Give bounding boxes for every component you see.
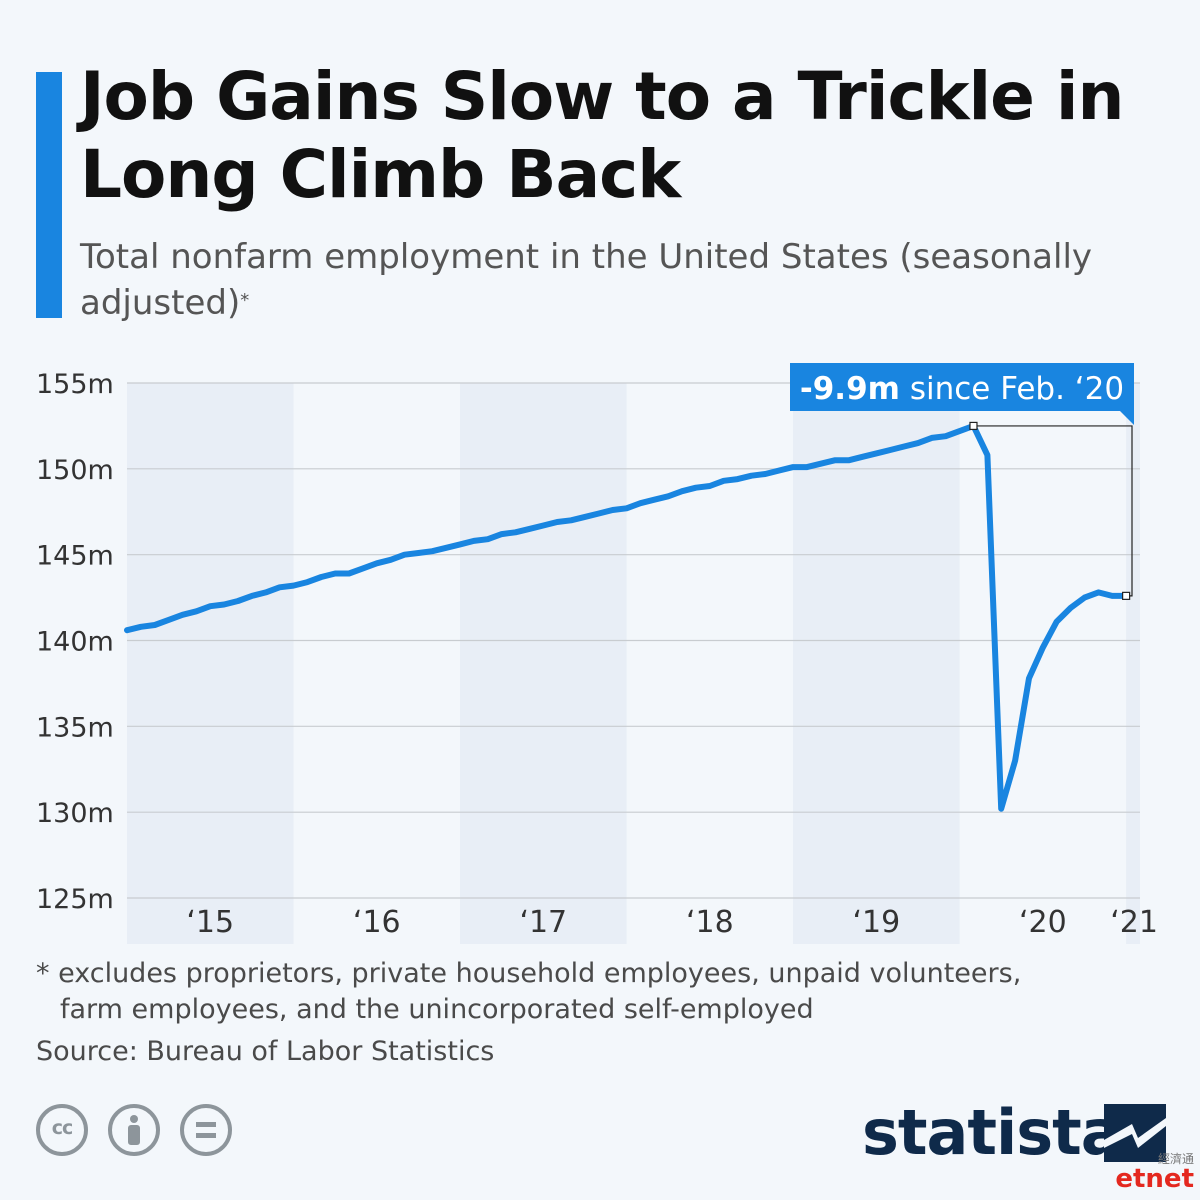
chart-subtitle: Total nonfarm employment in the United S…: [80, 234, 1140, 326]
equals-bar-bottom: [196, 1133, 217, 1138]
annotation-marker-start: [969, 421, 978, 431]
license-icons: cc: [36, 1104, 247, 1156]
brand-name: statista: [862, 1096, 1123, 1169]
x-axis-tick-labels: ‘15 ‘16 ‘17 ‘18 ‘19 ‘20 ‘21: [186, 905, 1158, 940]
x-tick-label: ‘15: [186, 905, 234, 940]
year-bands: [127, 383, 1140, 944]
y-tick-label: 140m: [36, 627, 114, 658]
no-derivatives-icon[interactable]: [180, 1104, 233, 1156]
y-tick-label: 150m: [36, 455, 114, 486]
equals-bar-top: [196, 1122, 217, 1127]
statista-logo[interactable]: statista: [862, 1090, 1182, 1180]
annotation-label-rest: since Feb. ‘20: [900, 371, 1124, 407]
etnet-watermark: 經濟通 etnet: [1110, 1150, 1200, 1200]
subtitle-footnote-mark: *: [240, 290, 250, 311]
accent-bar: [36, 72, 62, 318]
x-tick-label: ‘21: [1110, 905, 1158, 940]
x-tick-label: ‘16: [353, 905, 401, 940]
year-band-2021: [1126, 383, 1140, 944]
creative-commons-icon[interactable]: cc: [36, 1104, 88, 1156]
annotation-layer: -9.9m since Feb. ‘20: [790, 363, 1134, 600]
person-body: [128, 1125, 141, 1145]
chart-title: Job Gains Slow to a Trickle in Long Clim…: [80, 58, 1124, 213]
source-note: Source: Bureau of Labor Statistics: [36, 1036, 495, 1067]
gridlines: [127, 382, 1140, 899]
x-tick-label: ‘18: [686, 905, 734, 940]
x-tick-label: ‘20: [1019, 905, 1067, 940]
annotation-label: -9.9m since Feb. ‘20: [800, 371, 1124, 407]
footnote-line-2: farm employees, and the unincorporated s…: [60, 994, 814, 1025]
person-head: [130, 1115, 139, 1123]
x-tick-label: ‘17: [519, 905, 567, 940]
series-layer: [124, 422, 1130, 812]
y-axis-tick-labels: 155m 150m 145m 140m 135m 130m 125m: [36, 369, 114, 915]
annotation-label-pointer: [1120, 411, 1134, 425]
annotation-label-box: [790, 363, 1134, 411]
y-tick-label: 135m: [36, 712, 114, 743]
year-band-2019: [793, 383, 960, 944]
y-tick-label: 155m: [36, 369, 114, 400]
footnote: * excludes proprietors, private househol…: [36, 956, 1156, 1028]
watermark-text: etnet: [1115, 1164, 1194, 1194]
statista-mark-icon: [1104, 1104, 1166, 1162]
y-tick-label: 130m: [36, 798, 114, 829]
attribution-icon[interactable]: [108, 1104, 161, 1156]
footnote-line-1: * excludes proprietors, private househol…: [36, 958, 1022, 989]
year-band-2015: [127, 383, 294, 944]
x-tick-label: ‘19: [852, 905, 900, 940]
annotation-marker-end: [1122, 591, 1131, 600]
year-band-2017: [460, 383, 627, 944]
annotation-label-value: -9.9m: [800, 371, 900, 407]
subtitle-text: Total nonfarm employment in the United S…: [80, 237, 1093, 323]
y-tick-label: 125m: [36, 884, 114, 915]
watermark-cn: 經濟通: [1157, 1152, 1194, 1166]
cc-label: cc: [51, 1117, 74, 1139]
series-line-0: [124, 422, 1130, 812]
annotation-bracket: [973, 425, 1133, 597]
y-tick-label: 145m: [36, 541, 114, 572]
